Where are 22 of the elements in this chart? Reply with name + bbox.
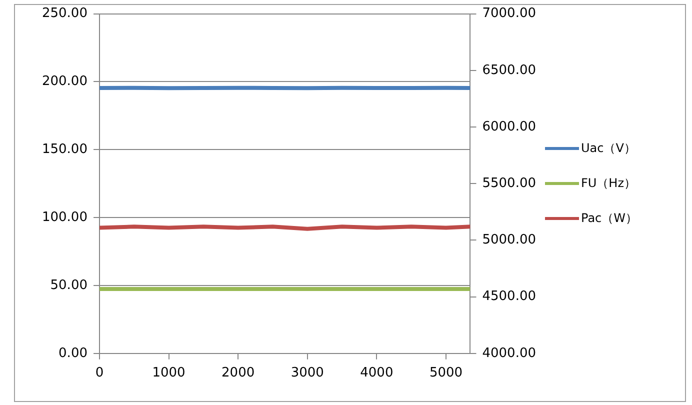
y-tick-label: 0.00 (58, 346, 88, 361)
y-tick-label: 250.00 (42, 6, 88, 22)
legend-label: Uac（V） (581, 140, 636, 158)
y2-tick-label: 5000.00 (482, 232, 536, 248)
y2-tick-label: 4500.00 (482, 289, 536, 304)
y-tick-label: 50.00 (50, 278, 88, 293)
y2-tick-label: 6000.00 (482, 119, 536, 134)
legend-label: Pac（W） (581, 210, 638, 228)
legend-label: FU（Hz） (581, 175, 636, 192)
x-tick-label: 3000 (290, 366, 324, 381)
x-tick-label: 5000 (429, 366, 463, 381)
y2-tick-label: 6500.00 (482, 62, 536, 78)
y2-tick-label: 7000.00 (482, 6, 536, 22)
x-tick-label: 1000 (152, 366, 186, 381)
y2-tick-label: 5500.00 (482, 176, 536, 191)
y-tick-label: 150.00 (42, 142, 88, 158)
x-tick-label: 4000 (360, 366, 394, 381)
y-tick-label: 200.00 (42, 74, 88, 90)
y-tick-label: 100.00 (42, 210, 88, 225)
y2-tick-label: 4000.00 (482, 346, 536, 361)
x-tick-label: 0 (95, 366, 104, 381)
x-tick-label: 2000 (222, 366, 255, 381)
